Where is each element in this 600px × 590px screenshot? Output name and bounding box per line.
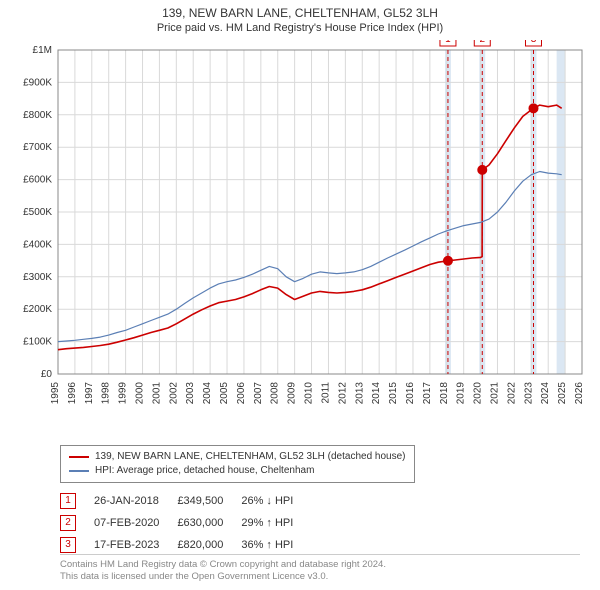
y-tick-label: £300K (23, 272, 52, 283)
y-tick-label: £0 (41, 369, 53, 380)
event-row: 1 26-JAN-2018£349,50026% ↓ HPI (60, 490, 311, 512)
event-price: £349,500 (177, 490, 241, 512)
event-row: 2 07-FEB-2020£630,00029% ↑ HPI (60, 512, 311, 534)
y-tick-label: £700K (23, 142, 52, 153)
event-badge-small: 1 (60, 493, 76, 509)
event-row: 3 17-FEB-2023£820,00036% ↑ HPI (60, 534, 311, 556)
event-price: £820,000 (177, 534, 241, 556)
event-badge-number: 1 (445, 40, 451, 45)
x-tick-label: 2025 (557, 382, 568, 405)
y-tick-label: £400K (23, 239, 52, 250)
legend: 139, NEW BARN LANE, CHELTENHAM, GL52 3LH… (60, 445, 415, 483)
legend-row: HPI: Average price, detached house, Chel… (69, 464, 406, 478)
chart-svg: £0 £100K £200K £300K £400K £500K £600K £700K £80… (0, 40, 600, 430)
x-tick-label: 2026 (574, 382, 585, 405)
x-tick-label: 2008 (270, 382, 281, 405)
x-tick-label: 2005 (219, 382, 230, 405)
x-tick-label: 2022 (506, 382, 517, 405)
x-tick-label: 2006 (236, 382, 247, 405)
x-tick-label: 1997 (84, 382, 95, 405)
x-tick-label: 2014 (371, 382, 382, 405)
event-delta: 26% ↓ HPI (241, 490, 311, 512)
x-tick-label: 1996 (67, 382, 78, 405)
x-tick-label: 1995 (50, 382, 61, 405)
x-tick-label: 2019 (456, 382, 467, 405)
chart-container: 139, NEW BARN LANE, CHELTENHAM, GL52 3LH… (0, 0, 600, 590)
x-tick-label: 2004 (202, 382, 213, 405)
y-tick-label: £1M (33, 45, 52, 56)
y-tick-label: £100K (23, 337, 52, 348)
x-tick-label: 2011 (320, 382, 331, 404)
legend-label: 139, NEW BARN LANE, CHELTENHAM, GL52 3LH… (95, 450, 406, 464)
events-table: 1 26-JAN-2018£349,50026% ↓ HPI 2 07-FEB-202… (60, 490, 311, 556)
event-price: £630,000 (177, 512, 241, 534)
x-tick-label: 2017 (422, 382, 433, 405)
legend-swatch (69, 470, 89, 472)
chart-area: £0 £100K £200K £300K £400K £500K £600K £700K £80… (0, 40, 600, 440)
event-date: 07-FEB-2020 (94, 512, 177, 534)
x-tick-label: 1999 (118, 382, 129, 405)
x-tick-label: 1998 (101, 382, 112, 405)
attribution: Contains HM Land Registry data © Crown c… (60, 554, 580, 583)
x-tick-label: 2000 (135, 382, 146, 405)
attribution-line2: This data is licensed under the Open Gov… (60, 571, 580, 583)
event-badge-small: 2 (60, 515, 76, 531)
x-tick-label: 2012 (337, 382, 348, 405)
y-tick-label: £800K (23, 110, 52, 121)
x-tick-label: 2007 (253, 382, 264, 405)
x-tick-label: 2023 (523, 382, 534, 405)
x-tick-label: 2002 (168, 382, 179, 405)
event-badge-number: 3 (531, 40, 537, 45)
x-tick-label: 2016 (405, 382, 416, 405)
y-tick-label: £200K (23, 304, 52, 315)
x-tick-label: 2003 (185, 382, 196, 405)
y-tick-label: £500K (23, 207, 52, 218)
chart-title-line2: Price paid vs. HM Land Registry's House … (0, 20, 600, 38)
legend-row: 139, NEW BARN LANE, CHELTENHAM, GL52 3LH… (69, 450, 406, 464)
x-tick-label: 2018 (439, 382, 450, 405)
attribution-line1: Contains HM Land Registry data © Crown c… (60, 559, 580, 571)
x-tick-label: 2020 (473, 382, 484, 405)
x-tick-label: 2001 (151, 382, 162, 405)
event-delta: 29% ↑ HPI (241, 512, 311, 534)
x-tick-label: 2009 (287, 382, 298, 405)
legend-swatch (69, 456, 89, 458)
event-marker (443, 256, 453, 266)
event-badge-number: 2 (479, 40, 485, 45)
event-date: 17-FEB-2023 (94, 534, 177, 556)
event-delta: 36% ↑ HPI (241, 534, 311, 556)
event-badge-small: 3 (60, 537, 76, 553)
chart-title-line1: 139, NEW BARN LANE, CHELTENHAM, GL52 3LH (0, 0, 600, 20)
x-tick-label: 2021 (489, 382, 500, 405)
x-tick-label: 2013 (354, 382, 365, 405)
event-marker (528, 103, 538, 113)
legend-label: HPI: Average price, detached house, Chel… (95, 464, 314, 478)
y-tick-label: £900K (23, 77, 52, 88)
x-tick-label: 2015 (388, 382, 399, 405)
event-date: 26-JAN-2018 (94, 490, 177, 512)
x-tick-label: 2010 (304, 382, 315, 405)
y-tick-label: £600K (23, 175, 52, 186)
event-marker (477, 165, 487, 175)
x-tick-label: 2024 (540, 382, 551, 405)
